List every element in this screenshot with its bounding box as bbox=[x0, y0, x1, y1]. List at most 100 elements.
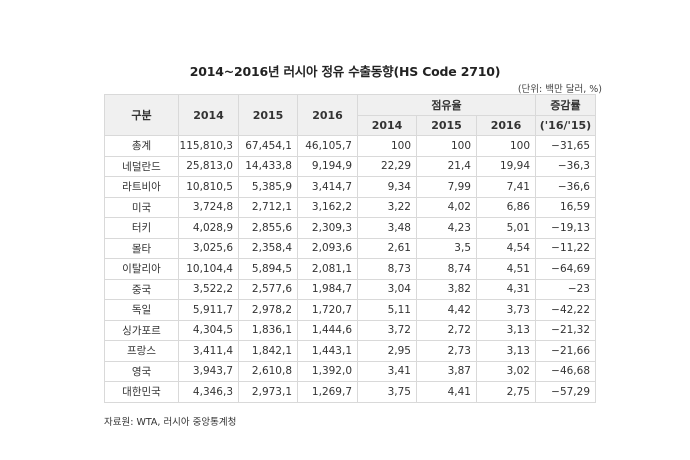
value-2016: 1,444,6 bbox=[297, 319, 358, 341]
share-2016: 4,54 bbox=[476, 237, 536, 259]
value-2014: 25,813,0 bbox=[178, 155, 239, 177]
country-name: 네덜란드 bbox=[104, 155, 179, 177]
share-2016: 5,01 bbox=[476, 217, 536, 239]
value-2015: 14,433,8 bbox=[238, 155, 298, 177]
change-rate: −11,22 bbox=[535, 237, 596, 259]
share-2015: 4,02 bbox=[416, 196, 477, 218]
value-2015: 5,894,5 bbox=[238, 258, 298, 280]
country-name: 라트비아 bbox=[104, 176, 179, 198]
country-name: 터키 bbox=[104, 217, 179, 239]
share-2016: 19,94 bbox=[476, 155, 536, 177]
share-2014: 22,29 bbox=[357, 155, 417, 177]
value-2016: 2,081,1 bbox=[297, 258, 358, 280]
share-2014: 100 bbox=[357, 135, 417, 157]
value-2014: 10,104,4 bbox=[178, 258, 239, 280]
share-2015: 4,41 bbox=[416, 381, 477, 403]
value-2016: 1,392,0 bbox=[297, 360, 358, 382]
share-2016: 3,13 bbox=[476, 340, 536, 362]
table-title: 2014~2016년 러시아 정유 수출동향(HS Code 2710) bbox=[189, 64, 501, 79]
share-2016: 3,13 bbox=[476, 319, 536, 341]
value-2016: 46,105,7 bbox=[297, 135, 358, 157]
value-2016: 1,720,7 bbox=[297, 299, 358, 321]
share-2014: 9,34 bbox=[357, 176, 417, 198]
value-2015: 2,978,2 bbox=[238, 299, 298, 321]
share-2016: 3,73 bbox=[476, 299, 536, 321]
value-2016: 1,984,7 bbox=[297, 278, 358, 300]
share-2014: 3,41 bbox=[357, 360, 417, 382]
change-rate: −46,68 bbox=[535, 360, 596, 382]
unit-note: (단위: 백만 달러, %) bbox=[517, 84, 602, 95]
country-name: 독일 bbox=[104, 299, 179, 321]
change-rate: −19,13 bbox=[535, 217, 596, 239]
change-rate: −31,65 bbox=[535, 135, 596, 157]
table-row: 프랑스 3,411,4 1,842,1 1,443,1 2,95 2,73 3,13 −21,… bbox=[104, 340, 596, 362]
header-2016: 2016 bbox=[297, 94, 358, 136]
value-2016: 1,269,7 bbox=[297, 381, 358, 403]
change-rate: 16,59 bbox=[535, 196, 596, 218]
value-2016: 2,093,6 bbox=[297, 237, 358, 259]
value-2015: 5,385,9 bbox=[238, 176, 298, 198]
country-name: 싱가포르 bbox=[104, 319, 179, 341]
change-rate: −57,29 bbox=[535, 381, 596, 403]
country-name: 몰타 bbox=[104, 237, 179, 259]
value-2014: 3,943,7 bbox=[178, 360, 239, 382]
share-2016: 4,51 bbox=[476, 258, 536, 280]
share-2015: 3,87 bbox=[416, 360, 477, 382]
share-2014: 2,61 bbox=[357, 237, 417, 259]
country-name: 총계 bbox=[104, 135, 179, 157]
header-share: 점유율 bbox=[357, 94, 536, 116]
share-2015: 3,5 bbox=[416, 237, 477, 259]
share-2015: 21,4 bbox=[416, 155, 477, 177]
country-name: 대한민국 bbox=[104, 381, 179, 403]
value-2016: 1,443,1 bbox=[297, 340, 358, 362]
table-row: 독일 5,911,7 2,978,2 1,720,7 5,11 4,42 3,73 −42,2… bbox=[104, 299, 596, 321]
share-2014: 2,95 bbox=[357, 340, 417, 362]
table-row: 라트비아 10,810,5 5,385,9 3,414,7 9,34 7,99 7,41 −3… bbox=[104, 176, 596, 198]
value-2015: 2,577,6 bbox=[238, 278, 298, 300]
header-change: 증감률 bbox=[535, 94, 596, 116]
table-row: 중국 3,522,2 2,577,6 1,984,7 3,04 3,82 4,31 −23 bbox=[104, 278, 596, 300]
table-row: 총계 115,810,3 67,454,1 46,105,7 100 100 100 −31,… bbox=[104, 135, 596, 157]
share-2016: 100 bbox=[476, 135, 536, 157]
value-2015: 2,610,8 bbox=[238, 360, 298, 382]
table-row: 대한민국 4,346,3 2,973,1 1,269,7 3,75 4,41 2,75 −57… bbox=[104, 381, 596, 403]
share-2014: 3,72 bbox=[357, 319, 417, 341]
change-rate: −64,69 bbox=[535, 258, 596, 280]
value-2016: 3,162,2 bbox=[297, 196, 358, 218]
value-2014: 4,028,9 bbox=[178, 217, 239, 239]
value-2014: 3,411,4 bbox=[178, 340, 239, 362]
export-table: 구분 2014 2015 2016 점유율 증감률 2014 2015 2016… bbox=[104, 94, 596, 403]
share-2015: 8,74 bbox=[416, 258, 477, 280]
value-2015: 2,358,4 bbox=[238, 237, 298, 259]
table-row: 이탈리아 10,104,4 5,894,5 2,081,1 8,73 8,74 4,51 −6… bbox=[104, 258, 596, 280]
value-2014: 3,724,8 bbox=[178, 196, 239, 218]
value-2014: 4,346,3 bbox=[178, 381, 239, 403]
value-2014: 115,810,3 bbox=[178, 135, 239, 157]
table-row: 영국 3,943,7 2,610,8 1,392,0 3,41 3,87 3,02 −46,6… bbox=[104, 360, 596, 382]
value-2015: 2,712,1 bbox=[238, 196, 298, 218]
table-row: 몰타 3,025,6 2,358,4 2,093,6 2,61 3,5 4,54 −11,22 bbox=[104, 237, 596, 259]
share-2015: 2,72 bbox=[416, 319, 477, 341]
source-note: 자료원: WTA, 러시아 중앙통계청 bbox=[104, 417, 237, 428]
share-2015: 4,42 bbox=[416, 299, 477, 321]
change-rate: −23 bbox=[535, 278, 596, 300]
share-2014: 3,04 bbox=[357, 278, 417, 300]
table-row: 터키 4,028,9 2,855,6 2,309,3 3,48 4,23 5,01 −19,1… bbox=[104, 217, 596, 239]
share-2015: 7,99 bbox=[416, 176, 477, 198]
share-2015: 3,82 bbox=[416, 278, 477, 300]
value-2014: 10,810,5 bbox=[178, 176, 239, 198]
value-2014: 4,304,5 bbox=[178, 319, 239, 341]
change-rate: −36,6 bbox=[535, 176, 596, 198]
share-2016: 7,41 bbox=[476, 176, 536, 198]
table-row: 네덜란드 25,813,0 14,433,8 9,194,9 22,29 21,4 19,9… bbox=[104, 155, 596, 177]
country-name: 미국 bbox=[104, 196, 179, 218]
table-row: 미국 3,724,8 2,712,1 3,162,2 3,22 4,02 6,86 16,59 bbox=[104, 196, 596, 218]
value-2016: 3,414,7 bbox=[297, 176, 358, 198]
value-2015: 1,842,1 bbox=[238, 340, 298, 362]
value-2016: 2,309,3 bbox=[297, 217, 358, 239]
header-category: 구분 bbox=[104, 94, 179, 136]
country-name: 이탈리아 bbox=[104, 258, 179, 280]
share-2014: 8,73 bbox=[357, 258, 417, 280]
header-change-period: ('16/'15) bbox=[535, 114, 596, 136]
share-2014: 5,11 bbox=[357, 299, 417, 321]
